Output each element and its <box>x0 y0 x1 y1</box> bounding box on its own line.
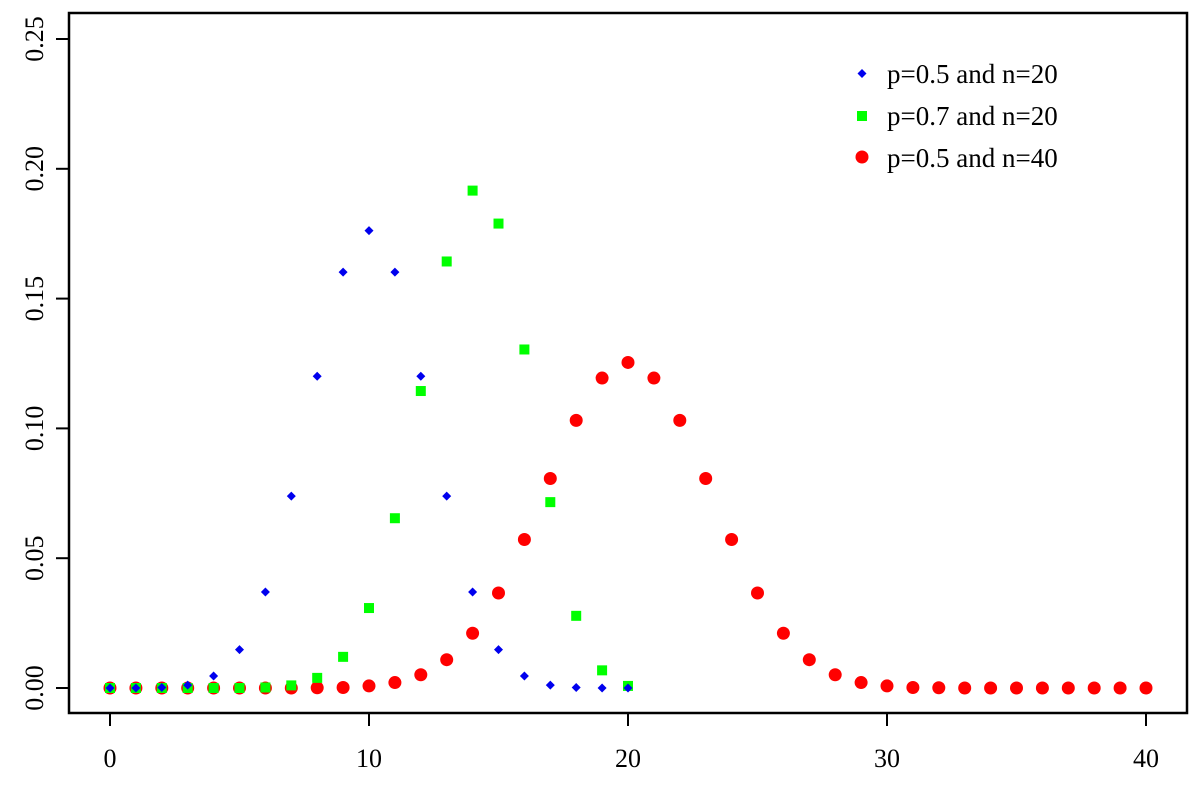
data-point <box>597 665 608 676</box>
data-point <box>336 680 350 694</box>
data-point <box>131 683 141 693</box>
data-point <box>494 645 503 655</box>
x-tick-label: 30 <box>874 744 900 773</box>
y-tick-label: 0.15 <box>20 276 49 322</box>
data-point <box>338 267 348 277</box>
data-point <box>932 681 946 695</box>
data-point <box>235 645 244 655</box>
data-point <box>621 355 635 369</box>
legend: p=0.5 and n=20 p=0.7 and n=20 p=0.5 and … <box>855 59 1058 173</box>
data-point <box>595 371 609 385</box>
data-point <box>802 653 816 667</box>
data-point <box>364 603 374 614</box>
data-point <box>906 680 920 694</box>
data-point <box>492 586 505 600</box>
data-point <box>493 218 504 229</box>
data-point <box>751 586 764 600</box>
x-axis: 0 10 20 30 40 <box>104 713 1159 773</box>
data-point <box>984 681 998 695</box>
y-tick-label: 0.05 <box>20 535 49 581</box>
data-point <box>828 668 842 682</box>
data-point <box>209 671 219 681</box>
data-point <box>415 386 426 397</box>
data-point <box>673 413 687 427</box>
data-point <box>597 683 607 693</box>
data-point <box>519 671 529 681</box>
data-point <box>1139 681 1153 695</box>
data-point <box>543 472 557 486</box>
data-point <box>364 226 374 236</box>
data-point <box>389 513 400 524</box>
data-point <box>725 533 739 547</box>
legend-label: p=0.5 and n=20 <box>887 59 1058 89</box>
data-points <box>103 185 1153 695</box>
data-point <box>234 683 245 693</box>
data-point <box>338 651 349 662</box>
data-point <box>440 653 454 667</box>
x-tick-label: 10 <box>356 744 382 773</box>
legend-label: p=0.5 and n=40 <box>887 143 1058 173</box>
data-point <box>390 267 400 277</box>
data-point <box>466 626 480 640</box>
diamond-marker-icon <box>857 69 867 78</box>
data-point <box>647 371 661 385</box>
data-point <box>310 681 324 695</box>
data-point <box>183 680 193 690</box>
x-tick-label: 20 <box>615 744 641 773</box>
data-point <box>854 676 868 690</box>
y-tick-label: 0.25 <box>20 16 49 62</box>
data-point <box>312 371 322 381</box>
data-point <box>362 679 376 693</box>
data-point <box>208 683 219 693</box>
data-point <box>260 682 271 693</box>
data-point <box>545 680 555 690</box>
data-point <box>699 472 713 486</box>
data-point <box>468 587 478 597</box>
y-axis: 0.00 0.05 0.10 0.15 0.20 0.25 <box>20 16 69 711</box>
series-diamond <box>105 226 633 693</box>
legend-item-0: p=0.5 and n=20 <box>857 59 1058 89</box>
legend-item-1: p=0.7 and n=20 <box>857 101 1058 131</box>
data-point <box>1010 681 1023 695</box>
data-point <box>776 626 790 640</box>
legend-label: p=0.7 and n=20 <box>887 101 1058 131</box>
data-point <box>105 683 115 693</box>
data-point <box>880 679 894 693</box>
data-point <box>442 491 452 501</box>
data-point <box>1087 681 1101 695</box>
data-point <box>260 587 270 597</box>
data-point <box>441 256 452 267</box>
circle-marker-icon <box>855 150 869 164</box>
y-tick-label: 0.10 <box>20 406 49 452</box>
y-tick-label: 0.20 <box>20 146 49 192</box>
data-point <box>312 672 323 683</box>
data-point <box>1061 681 1075 695</box>
data-point <box>623 683 633 693</box>
data-point <box>157 682 167 692</box>
data-point <box>569 413 583 427</box>
data-point <box>416 371 426 381</box>
data-point <box>467 185 478 196</box>
data-point <box>388 676 402 690</box>
legend-item-2: p=0.5 and n=40 <box>855 143 1058 173</box>
data-point <box>1113 681 1127 695</box>
data-point <box>571 610 582 621</box>
data-point <box>286 491 296 501</box>
square-marker-icon <box>857 111 867 121</box>
data-point <box>286 680 297 691</box>
data-point <box>519 344 530 355</box>
data-point <box>414 668 428 682</box>
data-point <box>1035 681 1049 695</box>
data-point <box>517 533 531 547</box>
data-point <box>958 681 972 695</box>
data-point <box>545 497 556 508</box>
data-point <box>571 682 581 692</box>
x-tick-label: 0 <box>104 744 117 773</box>
x-tick-label: 40 <box>1133 744 1159 773</box>
y-tick-label: 0.00 <box>20 665 49 711</box>
